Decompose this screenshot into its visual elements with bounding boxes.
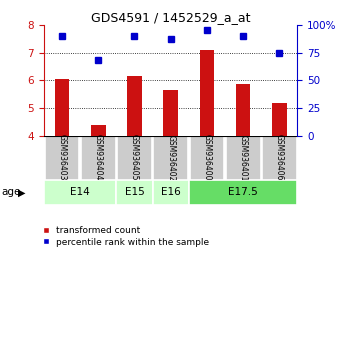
Bar xyxy=(45,136,79,179)
Text: GSM936401: GSM936401 xyxy=(239,135,248,181)
Legend: transformed count, percentile rank within the sample: transformed count, percentile rank withi… xyxy=(38,222,213,250)
Text: GSM936406: GSM936406 xyxy=(275,135,284,181)
Text: ▶: ▶ xyxy=(18,187,26,198)
Bar xyxy=(190,136,224,179)
Bar xyxy=(81,136,116,179)
Bar xyxy=(236,84,250,136)
Title: GDS4591 / 1452529_a_at: GDS4591 / 1452529_a_at xyxy=(91,11,250,24)
Bar xyxy=(262,136,297,179)
Text: GSM936400: GSM936400 xyxy=(202,135,211,181)
Bar xyxy=(116,180,152,205)
Bar xyxy=(200,50,214,136)
Bar xyxy=(272,103,287,136)
Text: age: age xyxy=(2,187,21,198)
Bar xyxy=(55,79,69,136)
Bar xyxy=(152,180,189,205)
Bar xyxy=(44,180,116,205)
Bar xyxy=(164,90,178,136)
Text: E14: E14 xyxy=(70,187,90,198)
Bar xyxy=(91,125,105,136)
Text: GSM936404: GSM936404 xyxy=(94,135,103,181)
Bar xyxy=(127,76,142,136)
Text: GSM936402: GSM936402 xyxy=(166,135,175,181)
Bar xyxy=(117,136,152,179)
Text: GSM936403: GSM936403 xyxy=(57,135,67,181)
Text: E15: E15 xyxy=(125,187,144,198)
Text: E16: E16 xyxy=(161,187,180,198)
Text: E17.5: E17.5 xyxy=(228,187,258,198)
Bar xyxy=(226,136,261,179)
Text: GSM936405: GSM936405 xyxy=(130,135,139,181)
Bar xyxy=(189,180,297,205)
Bar xyxy=(153,136,188,179)
